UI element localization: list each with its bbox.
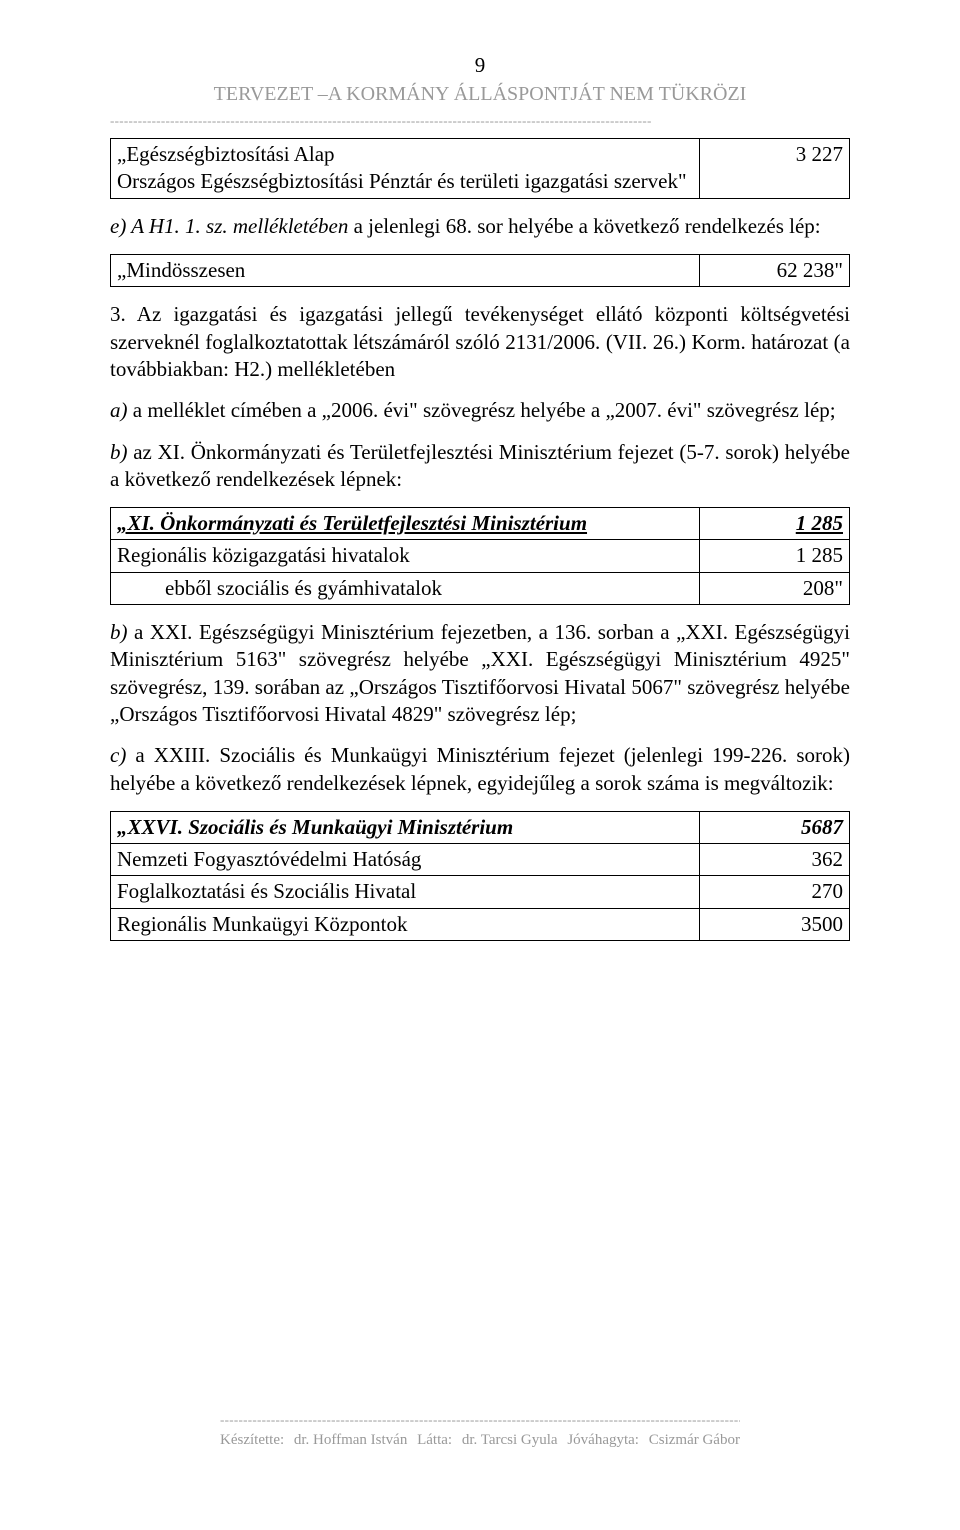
para-a-letter: a) (110, 398, 128, 422)
para-3: 3. Az igazgatási és igazgatási jellegű t… (110, 301, 850, 383)
cell-right: 5687 (700, 811, 850, 843)
cell-indent: ebből szociális és gyámhivatalok (117, 576, 442, 600)
cell-left: „XI. Önkormányzati és Területfejlesztési… (111, 508, 700, 540)
table-row: „Egészségbiztosítási AlapOrszágos Egészs… (111, 139, 850, 199)
footer-c1a: Készítette: (220, 1431, 284, 1451)
footer-row: Készítette: dr. Hoffman István Látta: dr… (220, 1431, 740, 1451)
para-b1-letter: b) (110, 440, 128, 464)
para-b1: b) az XI. Önkormányzati és Területfejles… (110, 439, 850, 494)
table-3: „XI. Önkormányzati és Területfejlesztési… (110, 507, 850, 605)
table-row: „Mindösszesen 62 238" (111, 255, 850, 287)
cell-left: „XXVI. Szociális és Munkaügyi Minisztéri… (111, 811, 700, 843)
cell-right: 270 (700, 876, 850, 908)
cell-left: Foglalkoztatási és Szociális Hivatal (111, 876, 700, 908)
footer-c3a: Jóváhagyta: (567, 1431, 639, 1451)
cell-left: Regionális Munkaügyi Központok (111, 908, 700, 940)
table-1: „Egészségbiztosítási AlapOrszágos Egészs… (110, 138, 850, 199)
header-rule: ----------------------------------------… (110, 113, 850, 130)
cell-left: „Mindösszesen (111, 255, 700, 287)
footer-c2b: dr. Tarcsi Gyula (462, 1431, 558, 1451)
table-row: ebből szociális és gyámhivatalok 208" (111, 572, 850, 604)
para-b2: b) a XXI. Egészségügyi Minisztérium feje… (110, 619, 850, 728)
para-e-italic: A H1. 1. sz. mellékletében (131, 214, 348, 238)
page-header: TERVEZET –A KORMÁNY ÁLLÁSPONTJÁT NEM TÜK… (110, 81, 850, 107)
cell-right: 1 285 (700, 508, 850, 540)
footer-c3b: Csizmár Gábor (649, 1431, 740, 1451)
para-e: e) A H1. 1. sz. mellékletében a jelenleg… (110, 213, 850, 240)
para-c-letter: c) (110, 743, 126, 767)
table-row: Regionális Munkaügyi Központok 3500 (111, 908, 850, 940)
table-row: „XXVI. Szociális és Munkaügyi Minisztéri… (111, 811, 850, 843)
cell-right: 62 238" (700, 255, 850, 287)
cell-right: 362 (700, 844, 850, 876)
cell-right: 3500 (700, 908, 850, 940)
footer-c1b: dr. Hoffman István (294, 1431, 407, 1451)
page-footer: ----------------------------------------… (220, 1412, 740, 1450)
para-e-prefix: e) (110, 214, 131, 238)
cell-left: ebből szociális és gyámhivatalok (111, 572, 700, 604)
cell-right: 3 227 (700, 139, 850, 199)
para-a: a) a melléklet címében a „2006. évi" szö… (110, 397, 850, 424)
table-4: „XXVI. Szociális és Munkaügyi Minisztéri… (110, 811, 850, 941)
cell-left: Regionális közigazgatási hivatalok (111, 540, 700, 572)
table-row: „XI. Önkormányzati és Területfejlesztési… (111, 508, 850, 540)
page-number: 9 (110, 52, 850, 79)
table-row: Foglalkoztatási és Szociális Hivatal 270 (111, 876, 850, 908)
cell-right: 1 285 (700, 540, 850, 572)
para-b2-letter: b) (110, 620, 128, 644)
table-row: Regionális közigazgatási hivatalok 1 285 (111, 540, 850, 572)
footer-rule: ----------------------------------------… (220, 1412, 740, 1429)
footer-c2a: Látta: (417, 1431, 452, 1451)
table-2: „Mindösszesen 62 238" (110, 254, 850, 287)
para-e-rest: a jelenlegi 68. sor helyébe a következő … (348, 214, 820, 238)
cell-left: „Egészségbiztosítási AlapOrszágos Egészs… (111, 139, 700, 199)
cell-right: 208" (700, 572, 850, 604)
cell-left: Nemzeti Fogyasztóvédelmi Hatóság (111, 844, 700, 876)
para-c: c) a XXIII. Szociális és Munkaügyi Minis… (110, 742, 850, 797)
table-row: Nemzeti Fogyasztóvédelmi Hatóság 362 (111, 844, 850, 876)
